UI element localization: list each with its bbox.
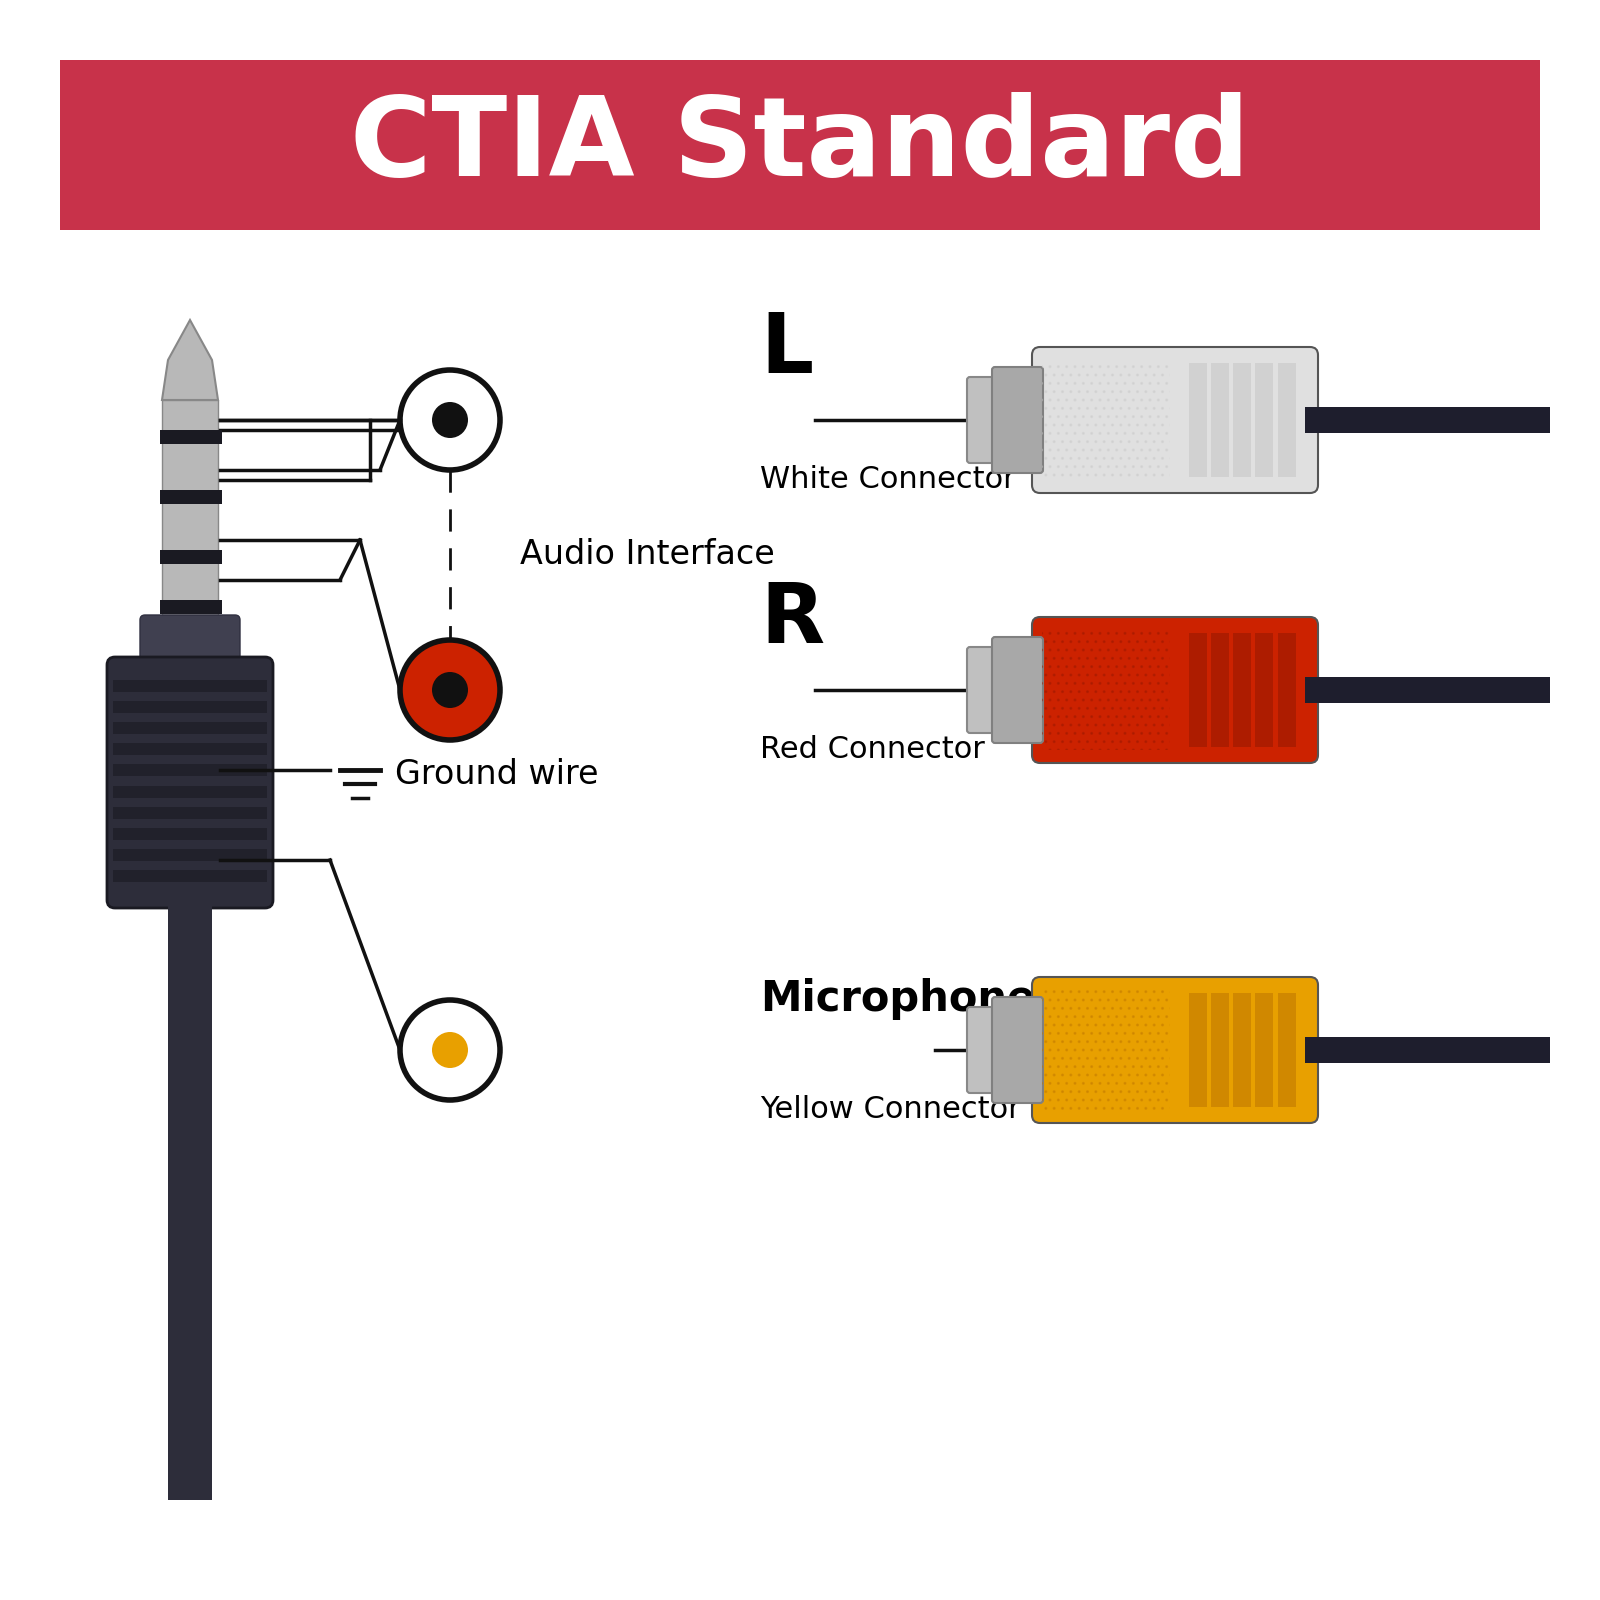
Circle shape: [400, 640, 499, 739]
FancyBboxPatch shape: [966, 1006, 998, 1093]
Text: Red Connector: Red Connector: [760, 734, 986, 765]
Circle shape: [432, 1032, 467, 1069]
Bar: [162, 400, 218, 619]
FancyBboxPatch shape: [966, 646, 998, 733]
Bar: [1277, 634, 1296, 747]
Bar: [1211, 363, 1229, 477]
FancyBboxPatch shape: [107, 658, 274, 909]
Bar: [114, 806, 267, 819]
Bar: [1277, 994, 1296, 1107]
Text: R: R: [760, 579, 824, 659]
Bar: [1306, 1037, 1550, 1062]
Circle shape: [432, 402, 467, 438]
Circle shape: [400, 370, 499, 470]
Text: L: L: [760, 309, 813, 390]
Bar: [1256, 994, 1274, 1107]
Bar: [114, 786, 267, 797]
Bar: [114, 701, 267, 714]
Bar: [1189, 363, 1206, 477]
Text: CTIA Standard: CTIA Standard: [350, 91, 1250, 198]
Bar: [1189, 994, 1206, 1107]
Bar: [1189, 634, 1206, 747]
Text: Yellow Connector: Yellow Connector: [760, 1094, 1021, 1123]
Text: White Connector: White Connector: [760, 466, 1016, 494]
Bar: [1234, 363, 1251, 477]
Bar: [1234, 634, 1251, 747]
Bar: [160, 600, 222, 614]
Bar: [114, 744, 267, 755]
Circle shape: [400, 1000, 499, 1101]
FancyBboxPatch shape: [992, 637, 1043, 742]
FancyBboxPatch shape: [992, 366, 1043, 474]
Bar: [114, 765, 267, 776]
Bar: [114, 680, 267, 691]
Bar: [160, 430, 222, 443]
Text: Microphone: Microphone: [760, 978, 1035, 1021]
Bar: [114, 827, 267, 840]
Bar: [1256, 363, 1274, 477]
Text: Audio Interface: Audio Interface: [520, 539, 774, 571]
Bar: [1234, 994, 1251, 1107]
Bar: [160, 490, 222, 504]
FancyBboxPatch shape: [141, 614, 240, 675]
Bar: [168, 899, 211, 1501]
FancyBboxPatch shape: [1032, 347, 1318, 493]
Bar: [1211, 994, 1229, 1107]
Polygon shape: [162, 320, 218, 400]
Text: Ground wire: Ground wire: [395, 758, 598, 792]
Circle shape: [432, 672, 467, 707]
Bar: [114, 850, 267, 861]
Bar: [114, 870, 267, 882]
Bar: [1256, 634, 1274, 747]
Bar: [1277, 363, 1296, 477]
FancyBboxPatch shape: [1032, 618, 1318, 763]
Bar: [1306, 677, 1550, 702]
Bar: [114, 722, 267, 734]
FancyBboxPatch shape: [966, 378, 998, 462]
Bar: [1306, 406, 1550, 434]
Bar: [1211, 634, 1229, 747]
FancyBboxPatch shape: [992, 997, 1043, 1102]
Bar: [160, 550, 222, 565]
FancyBboxPatch shape: [1032, 978, 1318, 1123]
Bar: [61, 59, 1539, 230]
